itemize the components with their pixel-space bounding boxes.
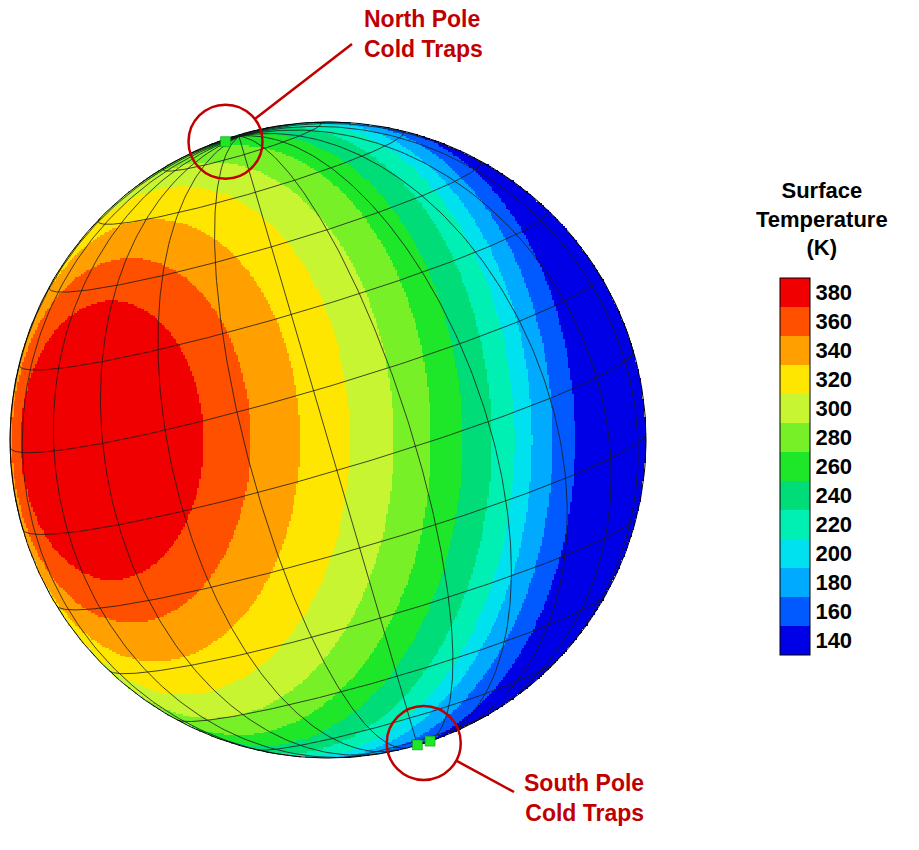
svg-text:240: 240 [815, 483, 852, 508]
svg-text:South PoleCold Traps: South PoleCold Traps [524, 770, 644, 826]
svg-text:380: 380 [815, 280, 852, 305]
svg-text:220: 220 [815, 512, 852, 537]
svg-text:SurfaceTemperature(K): SurfaceTemperature(K) [756, 178, 888, 260]
svg-text:North PoleCold Traps: North PoleCold Traps [364, 6, 483, 62]
svg-text:280: 280 [815, 425, 852, 450]
svg-text:180: 180 [815, 570, 852, 595]
svg-text:260: 260 [815, 454, 852, 479]
svg-text:340: 340 [815, 338, 852, 363]
svg-text:300: 300 [815, 396, 852, 421]
svg-text:360: 360 [815, 309, 852, 334]
svg-text:140: 140 [815, 628, 852, 653]
svg-text:200: 200 [815, 541, 852, 566]
svg-text:160: 160 [815, 599, 852, 624]
svg-text:320: 320 [815, 367, 852, 392]
